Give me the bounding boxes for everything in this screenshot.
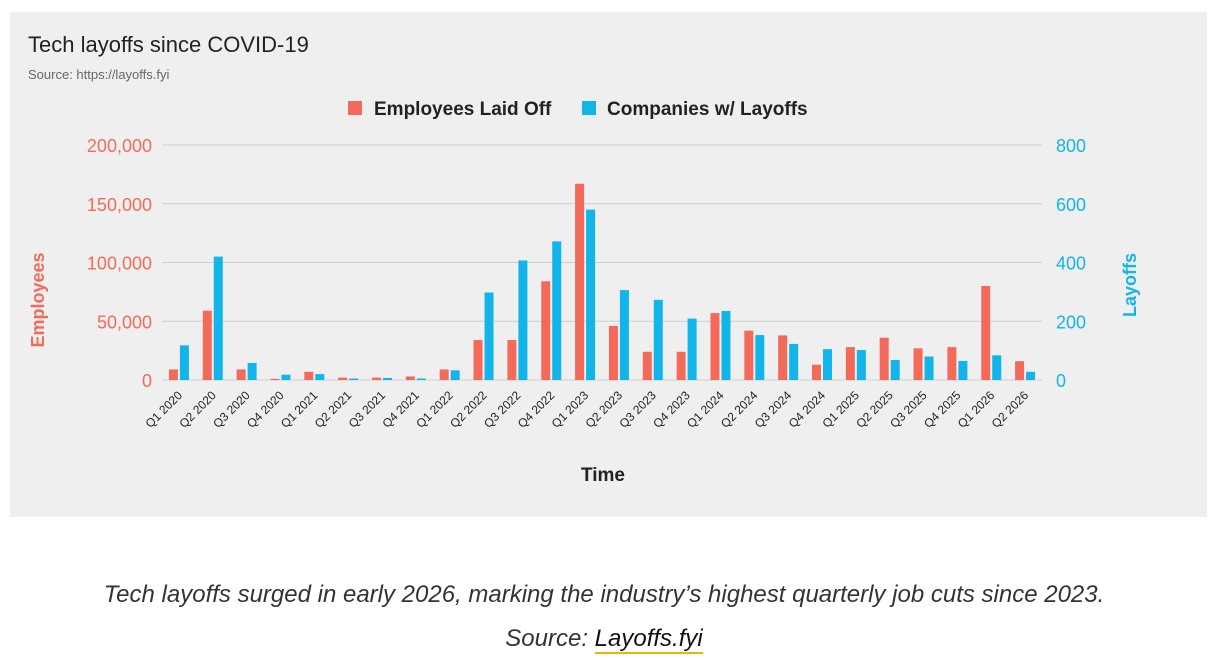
legend-swatch-employees: [348, 101, 362, 115]
bar-companies-with-layoffs: [518, 260, 528, 380]
bar-employees-laid-off: [812, 364, 821, 380]
bar-companies-with-layoffs: [179, 345, 189, 380]
bar-companies-with-layoffs: [281, 374, 291, 380]
bar-employees-laid-off: [168, 369, 178, 380]
bar-employees-laid-off: [778, 335, 788, 380]
bar-employees-laid-off: [439, 369, 449, 380]
caption-text: Tech layoffs surged in early 2026, marki…: [103, 581, 1105, 608]
bar-companies-with-layoffs: [416, 378, 426, 380]
bar-employees-laid-off: [507, 340, 517, 380]
bar-employees-laid-off: [372, 377, 381, 380]
bar-employees-laid-off: [744, 330, 754, 380]
legend-label-employees: Employees Laid Off: [374, 99, 552, 120]
caption-source: Source: Layoffs.fyi: [0, 617, 1208, 661]
bar-employees-laid-off: [608, 325, 618, 380]
figure-caption: Tech layoffs surged in early 2026, marki…: [0, 573, 1208, 661]
right-axis-tick-label: 200: [1056, 312, 1086, 332]
bar-companies-with-layoffs: [721, 310, 731, 380]
bar-employees-laid-off: [642, 351, 652, 380]
bar-companies-with-layoffs: [890, 360, 900, 380]
bar-companies-with-layoffs: [687, 318, 697, 380]
right-axis-tick-label: 400: [1056, 254, 1086, 274]
source-link[interactable]: Layoffs.fyi: [594, 625, 703, 654]
left-axis-title: Employees: [28, 252, 48, 347]
bar-employees-laid-off: [1015, 361, 1025, 380]
legend-label-companies: Companies w/ Layoffs: [607, 99, 808, 120]
bar-employees-laid-off: [575, 183, 585, 380]
left-axis-tick-label: 150,000: [87, 195, 152, 215]
x-axis-title: Time: [581, 465, 625, 486]
bar-employees-laid-off: [473, 340, 483, 380]
bar-companies-with-layoffs: [552, 241, 562, 380]
bar-employees-laid-off: [913, 348, 923, 380]
bar-companies-with-layoffs: [789, 343, 799, 380]
bar-employees-laid-off: [981, 286, 991, 380]
bar-companies-with-layoffs: [315, 374, 325, 380]
bar-chart: 0 50,000 100,000 150,000 200,000 0 200 400 600 80…: [28, 99, 1140, 486]
bar-companies-with-layoffs: [484, 292, 494, 380]
bar-companies-with-layoffs: [586, 209, 596, 380]
left-axis-tick-label: 50,000: [97, 312, 152, 332]
bar-employees-laid-off: [710, 313, 720, 380]
left-axis-tick-label: 0: [142, 371, 152, 391]
bar-employees-laid-off: [879, 337, 889, 380]
bar-employees-laid-off: [405, 376, 415, 380]
legend-swatch-companies: [582, 101, 596, 115]
right-axis-tick-label: 0: [1056, 371, 1066, 391]
bar-employees-laid-off: [947, 347, 957, 380]
bar-employees-laid-off: [541, 281, 551, 380]
bar-companies-with-layoffs: [958, 360, 968, 380]
bar-companies-with-layoffs: [213, 256, 223, 380]
chart-panel: Tech layoffs since COVID-19 Source: http…: [10, 12, 1207, 517]
right-axis-tick-label: 600: [1056, 195, 1086, 215]
right-axis-title: Layoffs: [1120, 253, 1140, 317]
left-axis-tick-label: 200,000: [87, 136, 152, 156]
bar-companies-with-layoffs: [349, 378, 359, 380]
bar-companies-with-layoffs: [755, 335, 765, 380]
x-axis-tick-label: Q2 2026: [989, 388, 1032, 431]
bar-companies-with-layoffs: [247, 362, 257, 380]
chart-title: Tech layoffs since COVID-19: [28, 32, 309, 57]
bar-companies-with-layoffs: [992, 355, 1002, 380]
bar-employees-laid-off: [202, 310, 212, 380]
bar-employees-laid-off: [304, 371, 314, 380]
bar-employees-laid-off: [845, 347, 855, 380]
chart-source: Source: https://layoffs.fyi: [28, 67, 170, 82]
bar-employees-laid-off: [270, 378, 280, 380]
right-axis-tick-label: 800: [1056, 136, 1086, 156]
bar-companies-with-layoffs: [856, 350, 866, 380]
bar-companies-with-layoffs: [1026, 371, 1036, 380]
bar-companies-with-layoffs: [383, 377, 392, 380]
bar-companies-with-layoffs: [619, 290, 629, 380]
bar-companies-with-layoffs: [924, 356, 934, 380]
bar-employees-laid-off: [338, 377, 348, 380]
left-axis-tick-label: 100,000: [87, 254, 152, 274]
bar-employees-laid-off: [236, 369, 246, 380]
bar-employees-laid-off: [676, 351, 686, 380]
bar-companies-with-layoffs: [823, 349, 832, 380]
bar-companies-with-layoffs: [450, 370, 460, 380]
caption-source-prefix: Source:: [505, 625, 595, 652]
bar-companies-with-layoffs: [653, 299, 663, 380]
